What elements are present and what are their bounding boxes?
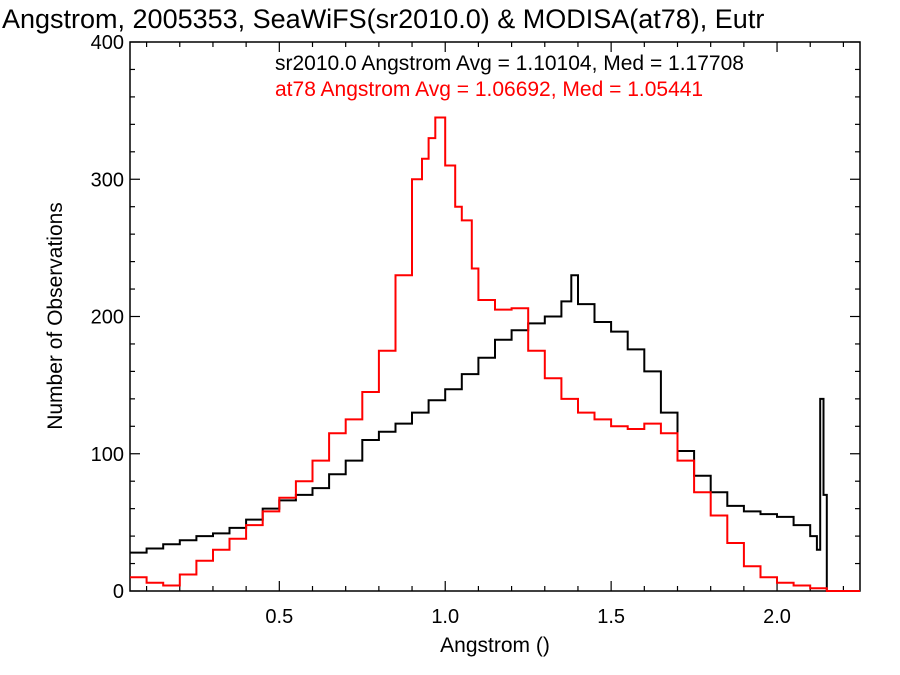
x-axis-ticks: 0.5 1.0 1.5 2.0 (145, 42, 845, 628)
y-tick-label: 100 (91, 444, 124, 466)
y-tick-label: 300 (91, 169, 124, 191)
y-axis-ticks: 0 100 200 300 400 (91, 32, 860, 603)
x-axis-label: Angstrom () (440, 634, 550, 657)
plot-frame (129, 41, 861, 592)
x-tick-label: 0.5 (265, 606, 293, 628)
series-layer (130, 116, 860, 592)
y-axis-label: Number of Observations (44, 202, 67, 430)
legend-entry-at78: at78 Angstrom Avg = 1.06692, Med = 1.054… (275, 78, 703, 101)
y-tick-label: 200 (91, 307, 124, 329)
y-tick-label: 400 (91, 32, 124, 54)
x-tick-label: 1.5 (597, 606, 625, 628)
series-line-sr2010-0 (130, 274, 860, 592)
y-tick-label: 0 (113, 581, 124, 603)
series-line-at78 (130, 116, 860, 592)
x-tick-label: 2.0 (763, 606, 791, 628)
x-tick-label: 1.0 (431, 606, 459, 628)
legend-entry-sr2010: sr2010.0 Angstrom Avg = 1.10104, Med = 1… (275, 52, 744, 75)
chart-title: Angstrom, 2005353, SeaWiFS(sr2010.0) & M… (2, 4, 764, 34)
